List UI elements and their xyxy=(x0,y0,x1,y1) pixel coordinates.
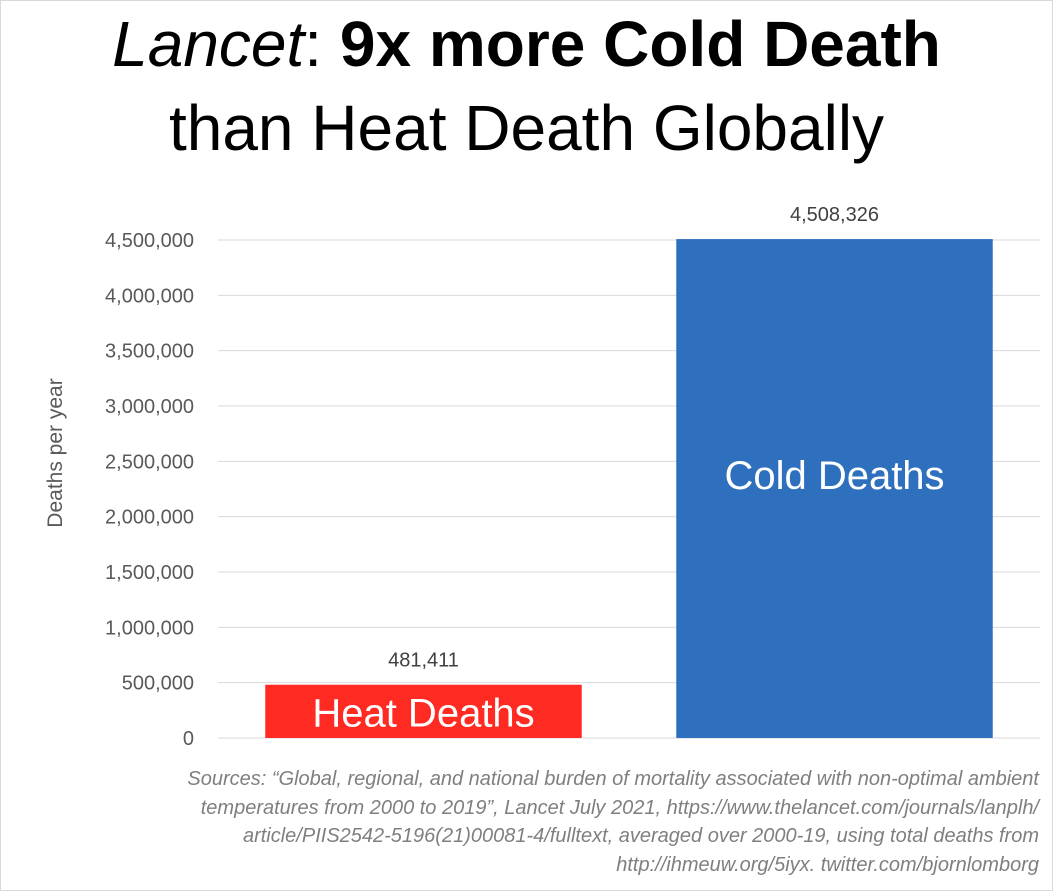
sources-line-4: http://ihmeuw.org/5iyx. twitter.com/bjor… xyxy=(616,853,1039,876)
title-headline: 9x more Cold Death xyxy=(339,8,941,80)
sources-line-3: article/PIIS2542-5196(21)00081-4/fulltex… xyxy=(242,825,1039,847)
y-tick-label: 3,500,000 xyxy=(105,341,194,363)
bars: 481,411 Heat Deaths 4,508,326 Cold Deaths xyxy=(265,204,993,738)
title-source-name: Lancet xyxy=(112,8,305,80)
sources-line-2: temperatures from 2000 to 2019”, Lancet … xyxy=(200,796,1039,819)
category-label: Heat Deaths xyxy=(312,691,534,735)
bar-chart: 0 500,000 1,000,000 1,500,000 2,000,000 2,500… xyxy=(44,204,1040,750)
y-axis-ticks: 0 500,000 1,000,000 1,500,000 2,000,000 2,500… xyxy=(105,230,194,750)
data-label: 481,411 xyxy=(388,650,459,672)
data-label: 4,508,326 xyxy=(790,204,879,226)
sources-note: Sources: “Global, regional, and national… xyxy=(9,765,1039,879)
bar-heat xyxy=(265,684,582,738)
title-line-2: than Heat Death Globally xyxy=(168,92,885,164)
y-tick-label: 2,000,000 xyxy=(105,507,194,529)
title-line-1: Lancet: 9x more Cold Death xyxy=(0,2,1053,86)
y-tick-label: 3,000,000 xyxy=(105,396,194,418)
bar-cold xyxy=(676,239,993,738)
category-label: Cold Deaths xyxy=(724,454,944,498)
y-tick-label: 2,500,000 xyxy=(105,451,194,473)
y-tick-label: 4,500,000 xyxy=(105,230,194,252)
y-tick-label: 0 xyxy=(183,728,194,750)
y-tick-label: 500,000 xyxy=(122,673,194,695)
y-axis-label: Deaths per year xyxy=(44,378,67,527)
y-tick-label: 1,500,000 xyxy=(105,562,194,584)
chart-title: Lancet: 9x more Cold Death than Heat Dea… xyxy=(0,2,1053,170)
title-colon: : xyxy=(304,8,340,80)
y-tick-label: 1,000,000 xyxy=(105,617,194,639)
y-tick-label: 4,000,000 xyxy=(105,285,194,307)
sources-line-1: Sources: “Global, regional, and national… xyxy=(187,768,1039,790)
